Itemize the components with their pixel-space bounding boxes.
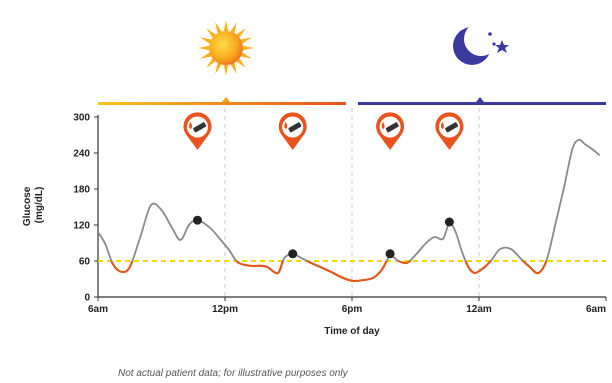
y-tick-label: 180: [73, 185, 90, 196]
sensor-scan-icon: [435, 112, 464, 150]
x-tick-label: 6pm: [342, 304, 363, 315]
sun-ray: [236, 28, 246, 38]
blood-drop-icon: [381, 122, 385, 129]
y-tick-label: 300: [73, 113, 90, 124]
reading-marker: [192, 215, 202, 225]
sun-ray: [223, 20, 229, 32]
glucose-line: [98, 138, 601, 261]
y-tick-label: 120: [73, 221, 90, 232]
sun-ray: [215, 62, 222, 74]
y-tick-label: 240: [73, 149, 90, 160]
reading-marker: [288, 249, 298, 259]
reading-marker: [444, 217, 454, 227]
reader-device-icon: [193, 122, 207, 133]
sun-ray: [230, 62, 237, 74]
night-period-bar: [358, 97, 606, 105]
blood-drop-icon: [189, 122, 192, 129]
sun-ray: [242, 45, 254, 51]
y-axis-title-line2: (mg/dL): [34, 187, 45, 224]
sun-ray: [206, 28, 216, 38]
x-tick-label: 6am: [88, 304, 108, 315]
sensor-scan-icon: [183, 112, 212, 150]
blood-drop-icon: [440, 122, 444, 129]
y-axis-title-line1: Glucose: [22, 186, 33, 226]
sun-ray: [206, 58, 216, 68]
sun-ray: [215, 22, 222, 34]
y-axis-title: Glucose (mg/dL): [22, 184, 45, 226]
reader-device-icon: [445, 122, 459, 133]
reading-marker: [385, 249, 395, 259]
reader-device-icon: [288, 122, 302, 133]
footnote: Not actual patient data; for illustrativ…: [118, 368, 348, 379]
sun-ray: [230, 22, 237, 34]
blood-drop-icon: [284, 122, 288, 129]
x-axis-title: Time of day: [324, 326, 380, 337]
day-period-bar: [98, 97, 346, 105]
sun-ray: [198, 45, 210, 51]
x-tick-label: 6am: [586, 304, 606, 315]
y-tick-label: 60: [79, 257, 91, 268]
sun-ray: [236, 58, 246, 68]
sun-ray: [223, 64, 229, 76]
sun-ray: [240, 52, 252, 59]
reader-device-icon: [385, 122, 399, 133]
x-tick-label: 12am: [466, 304, 492, 315]
y-tick-label: 0: [84, 293, 90, 304]
sensor-scan-icon: [376, 112, 405, 150]
sun-ray: [240, 37, 252, 44]
star-icon: [495, 40, 509, 53]
sun-icon: [198, 20, 254, 76]
sun-ray: [200, 37, 212, 44]
x-tick-label: 12pm: [212, 304, 238, 315]
moon-icon: [453, 22, 509, 65]
glucose-line-low: [110, 261, 548, 283]
sensor-scan-icon: [278, 112, 307, 150]
sun-ray: [200, 52, 212, 59]
